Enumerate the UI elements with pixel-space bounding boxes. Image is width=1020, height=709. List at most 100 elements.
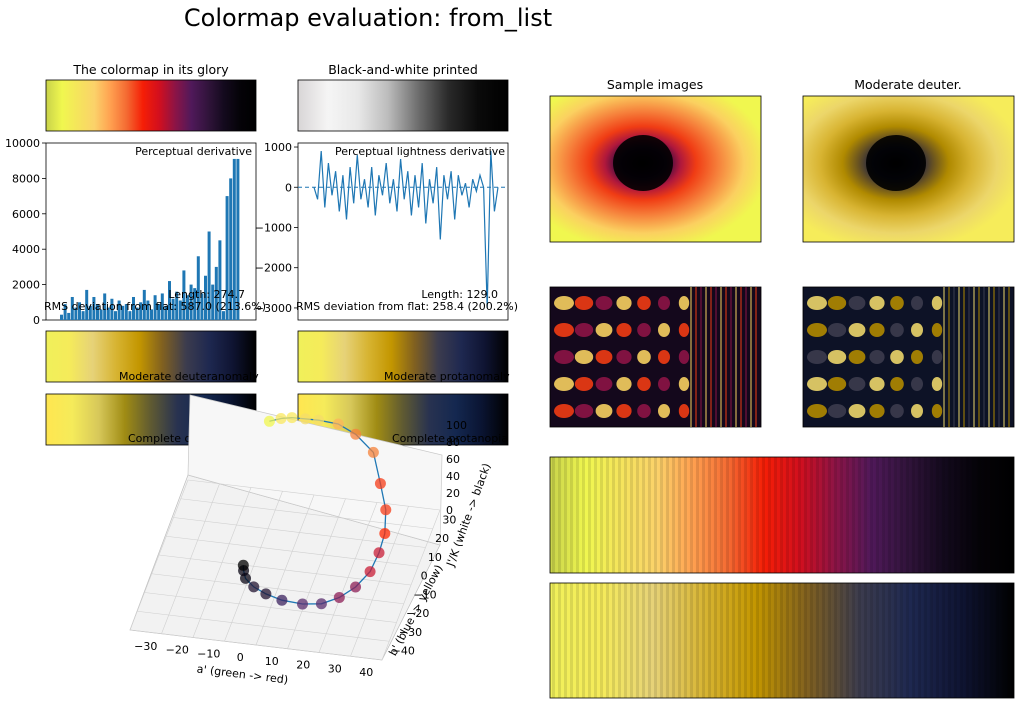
wave-blob bbox=[827, 350, 847, 364]
moderate-deuteranomaly-label: Moderate deuteranomaly bbox=[119, 370, 259, 383]
wave-blob bbox=[574, 296, 594, 310]
moderate-deuter-title: Moderate deuter. bbox=[854, 77, 962, 92]
wave-blob bbox=[616, 377, 632, 391]
gamut-point bbox=[380, 504, 392, 516]
wave-blob bbox=[595, 350, 613, 364]
deriv-bar bbox=[74, 307, 78, 320]
wave-blob bbox=[554, 296, 574, 310]
wave-blob bbox=[911, 404, 923, 418]
gamut-xtick-label: 30 bbox=[328, 662, 342, 675]
wave-blob bbox=[890, 296, 904, 310]
deriv-bar bbox=[110, 298, 114, 320]
deriv-ytick-label: 0 bbox=[33, 314, 40, 327]
gamut-ztick-label: 20 bbox=[446, 487, 460, 500]
deriv-bar bbox=[214, 266, 218, 320]
gamut-ytick-label: −30 bbox=[399, 626, 422, 639]
floor-gridline bbox=[144, 592, 397, 623]
wave-blob bbox=[869, 296, 885, 310]
deriv-bar bbox=[124, 304, 128, 320]
moderate-protanomaly-label: Moderate protanomaly bbox=[384, 370, 510, 383]
wave-stripe bbox=[735, 287, 737, 427]
wave-stripe bbox=[968, 287, 970, 427]
gamut-point bbox=[364, 566, 376, 578]
wave-blob bbox=[595, 296, 613, 310]
wave-stripe bbox=[695, 287, 697, 427]
light-ytick-label: −1000 bbox=[255, 221, 292, 234]
wave-blob bbox=[827, 404, 847, 418]
deriv-bar bbox=[171, 298, 175, 320]
wave-blob bbox=[658, 296, 670, 310]
wave-blob bbox=[678, 377, 690, 391]
floor-gridline bbox=[158, 554, 412, 586]
wave-stripe bbox=[745, 287, 747, 427]
wave-blob bbox=[554, 377, 574, 391]
deriv-rms: RMS deviation from flat: 587.0 (213.6%) bbox=[44, 300, 266, 313]
bw-title: Black-and-white printed bbox=[328, 62, 478, 77]
deriv-bar bbox=[211, 284, 215, 320]
wave-blob bbox=[574, 350, 594, 364]
lightness-derivative-panel: 1000 0 −1000 −2000 −3000 Perceptual lightnes… bbox=[255, 141, 518, 321]
wave-stripe bbox=[705, 287, 707, 427]
deriv-bar bbox=[78, 302, 81, 320]
gamut-point bbox=[276, 594, 288, 606]
deriv-ytick-label: 2000 bbox=[12, 279, 40, 292]
floor-gridline bbox=[166, 535, 419, 567]
gamut-ytick-label: 30 bbox=[442, 513, 456, 526]
deriv-bar bbox=[92, 296, 96, 320]
deriv-bar bbox=[153, 295, 157, 320]
wave-blob bbox=[658, 350, 670, 364]
wave-stripe bbox=[983, 287, 985, 427]
gamut-point bbox=[299, 413, 311, 425]
wave-blob bbox=[848, 350, 866, 364]
wave-blob bbox=[637, 323, 651, 337]
moderate-deuteranomaly-bar bbox=[45, 330, 257, 383]
deriv-bar bbox=[117, 300, 121, 320]
deriv-bar bbox=[222, 311, 225, 320]
wave-blob bbox=[848, 404, 866, 418]
wave-blob bbox=[554, 323, 574, 337]
sample-image-ramp-deuter bbox=[549, 582, 1015, 699]
deriv-bar bbox=[193, 288, 197, 320]
light-ytick-label: 1000 bbox=[264, 141, 292, 154]
gamut-point bbox=[350, 428, 362, 440]
wave-blob bbox=[616, 404, 632, 418]
deriv-bar bbox=[128, 311, 132, 320]
gamut-point bbox=[297, 598, 308, 610]
wave-stripe bbox=[993, 287, 995, 427]
gamut-ytick-label: 0 bbox=[421, 570, 428, 583]
deriv-bar bbox=[160, 293, 164, 320]
wave-blob bbox=[574, 377, 594, 391]
light-ytick-label: 0 bbox=[285, 181, 292, 194]
moderate-protanomaly-bar bbox=[297, 330, 509, 383]
wave-stripe bbox=[958, 287, 960, 427]
deriv-bar bbox=[175, 291, 179, 320]
gamut-xtick-label: −30 bbox=[134, 640, 157, 653]
wave-blob bbox=[574, 323, 594, 337]
gamut-point bbox=[379, 528, 391, 539]
wave-blob bbox=[807, 377, 827, 391]
deriv-ytick-label: 10000 bbox=[5, 137, 40, 150]
sample-image-wave-deuter bbox=[802, 286, 1015, 428]
wave-blob bbox=[658, 377, 670, 391]
wave-blob bbox=[678, 350, 690, 364]
deriv-bar bbox=[88, 305, 92, 320]
gamut-point bbox=[367, 446, 379, 458]
wave-stripe bbox=[978, 287, 980, 427]
gamut-ztick-label: 80 bbox=[446, 436, 460, 449]
wave-stripe bbox=[710, 287, 712, 427]
wave-blob bbox=[595, 404, 613, 418]
deriv-bar bbox=[60, 314, 63, 320]
floor-gridline bbox=[151, 573, 404, 605]
deriv-bar bbox=[157, 304, 161, 320]
wave-blob bbox=[931, 377, 943, 391]
deriv-ytick-label: 8000 bbox=[12, 172, 40, 185]
wave-blob bbox=[890, 377, 904, 391]
wave-blob bbox=[890, 323, 904, 337]
light-rms: RMS deviation from flat: 258.4 (200.2%) bbox=[296, 300, 518, 313]
gamut-point bbox=[350, 581, 362, 593]
wave-blob bbox=[848, 377, 866, 391]
wave-blob bbox=[637, 404, 651, 418]
deriv-bar bbox=[229, 178, 233, 320]
wave-stripe bbox=[740, 287, 742, 427]
wave-blob bbox=[890, 404, 904, 418]
